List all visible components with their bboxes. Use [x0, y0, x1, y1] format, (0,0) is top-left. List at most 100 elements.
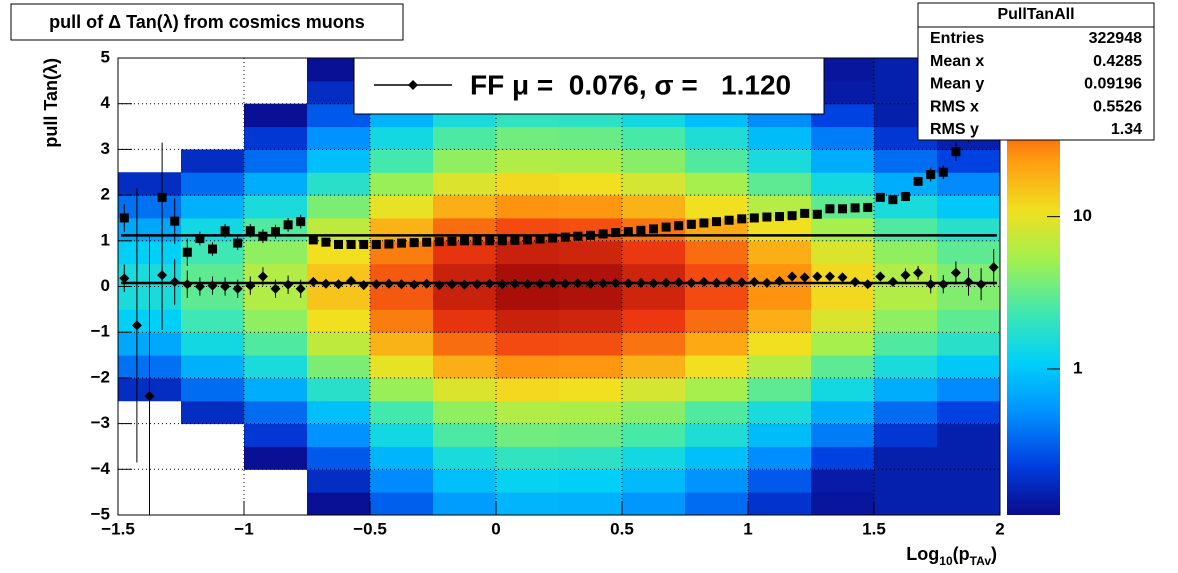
mean-marker: [157, 270, 168, 281]
heatmap-cell: [181, 400, 245, 425]
heatmap-cell: [433, 195, 497, 219]
heatmap-cell: [307, 423, 371, 447]
heatmap-cell: [244, 423, 308, 447]
heatmap-cell: [811, 355, 875, 379]
heatmap-cell: [181, 217, 245, 242]
mean-marker: [761, 277, 772, 288]
heatmap-cell: [622, 149, 686, 173]
sigma-marker: [850, 203, 860, 213]
heatmap-cell: [307, 332, 371, 356]
sigma-marker: [409, 238, 419, 248]
sigma-marker: [901, 191, 910, 201]
sigma-marker: [447, 236, 457, 246]
heatmap-cell: [559, 377, 623, 402]
heatmap-cell: [307, 126, 371, 150]
heatmap-cell: [307, 355, 371, 379]
heatmap-cell: [685, 377, 749, 402]
heatmap-cell: [937, 332, 1001, 356]
heatmap-cell: [244, 469, 308, 492]
heatmap-cell: [370, 355, 434, 379]
heatmap-cell: [685, 149, 749, 173]
heatmap-cell: [244, 195, 308, 219]
sigma-marker: [472, 236, 482, 246]
heatmap-cell: [811, 80, 875, 105]
mean-marker: [131, 320, 142, 331]
heatmap-cell: [748, 446, 812, 470]
mean-marker: [938, 279, 949, 290]
y-tick-label: −2: [91, 367, 110, 386]
heatmap-cell: [748, 309, 812, 333]
mean-marker: [850, 276, 861, 287]
heatmap-cell: [181, 195, 245, 219]
x-label-part: TAv: [970, 554, 992, 568]
sigma-marker: [586, 230, 595, 240]
heatmap-cell: [685, 240, 749, 265]
sigma-marker: [863, 202, 873, 212]
sigma-marker: [397, 238, 406, 248]
mean-marker: [673, 277, 684, 288]
heatmap-cell: [559, 446, 623, 470]
mean-marker: [787, 271, 798, 282]
x-tick-label: −1.5: [101, 519, 135, 538]
sigma-marker: [485, 236, 495, 246]
y-tick-label: −5: [91, 504, 110, 523]
heatmap-cell: [685, 400, 749, 425]
mean-marker: [295, 283, 306, 294]
heatmap-cell: [559, 400, 623, 425]
mean-marker: [320, 278, 331, 289]
mean-marker: [913, 267, 924, 278]
y-tick-label: −1: [91, 322, 110, 341]
stats-label: Mean x: [930, 53, 984, 70]
heatmap-cell: [874, 217, 938, 242]
heatmap-cell: [496, 149, 560, 173]
mean-marker: [623, 278, 634, 289]
heatmap-cell: [433, 309, 497, 333]
heatmap-cell: [748, 332, 812, 356]
heatmap-cell: [370, 126, 434, 150]
mean-marker: [736, 277, 747, 288]
heatmap-cell: [811, 58, 875, 82]
sigma-marker: [762, 212, 772, 222]
mean-marker: [446, 279, 457, 290]
heatmap-cell: [370, 263, 434, 287]
heatmap-cell: [118, 149, 182, 172]
sigma-marker: [724, 215, 734, 225]
sigma-marker: [838, 204, 847, 214]
stats-label: Entries: [930, 30, 984, 47]
heatmap-cell: [496, 492, 560, 516]
heatmap-cell: [370, 172, 434, 196]
profiles: [119, 103, 999, 515]
mean-marker: [459, 279, 470, 290]
y-tick-label: 3: [101, 139, 110, 158]
legend-box: [353, 57, 825, 115]
heatmap-cell: [496, 377, 560, 402]
heatmap-cell: [622, 400, 686, 425]
sigma-marker: [560, 232, 570, 242]
heatmap-cell: [685, 172, 749, 196]
mean-marker: [169, 276, 180, 287]
heatmap-cell: [181, 309, 245, 333]
heatmap-cell: [874, 423, 938, 447]
heatmap-cell: [370, 195, 434, 219]
heatmap-cell: [244, 355, 308, 379]
x-tick-label: −0.5: [353, 519, 387, 538]
heatmap-cell: [433, 240, 497, 265]
sigma-marker: [535, 234, 545, 244]
mean-marker: [598, 278, 609, 289]
heatmap-cell: [685, 286, 749, 310]
heatmap-cell: [685, 126, 749, 150]
heatmap-cell: [244, 126, 308, 150]
heatmap-cell: [433, 172, 497, 196]
sigma-marker: [623, 227, 633, 237]
sigma-marker: [649, 224, 658, 234]
heatmap-cell: [496, 263, 560, 287]
heatmap-cell: [622, 423, 686, 447]
sigma-marker: [460, 236, 469, 246]
heatmap-cell: [874, 332, 938, 356]
mean-marker: [749, 276, 760, 287]
mean-marker: [232, 283, 243, 294]
mean-marker: [837, 272, 848, 283]
heatmap-cell: [433, 126, 497, 150]
heatmap-cell: [181, 127, 245, 150]
heatmap-cell: [559, 126, 623, 150]
